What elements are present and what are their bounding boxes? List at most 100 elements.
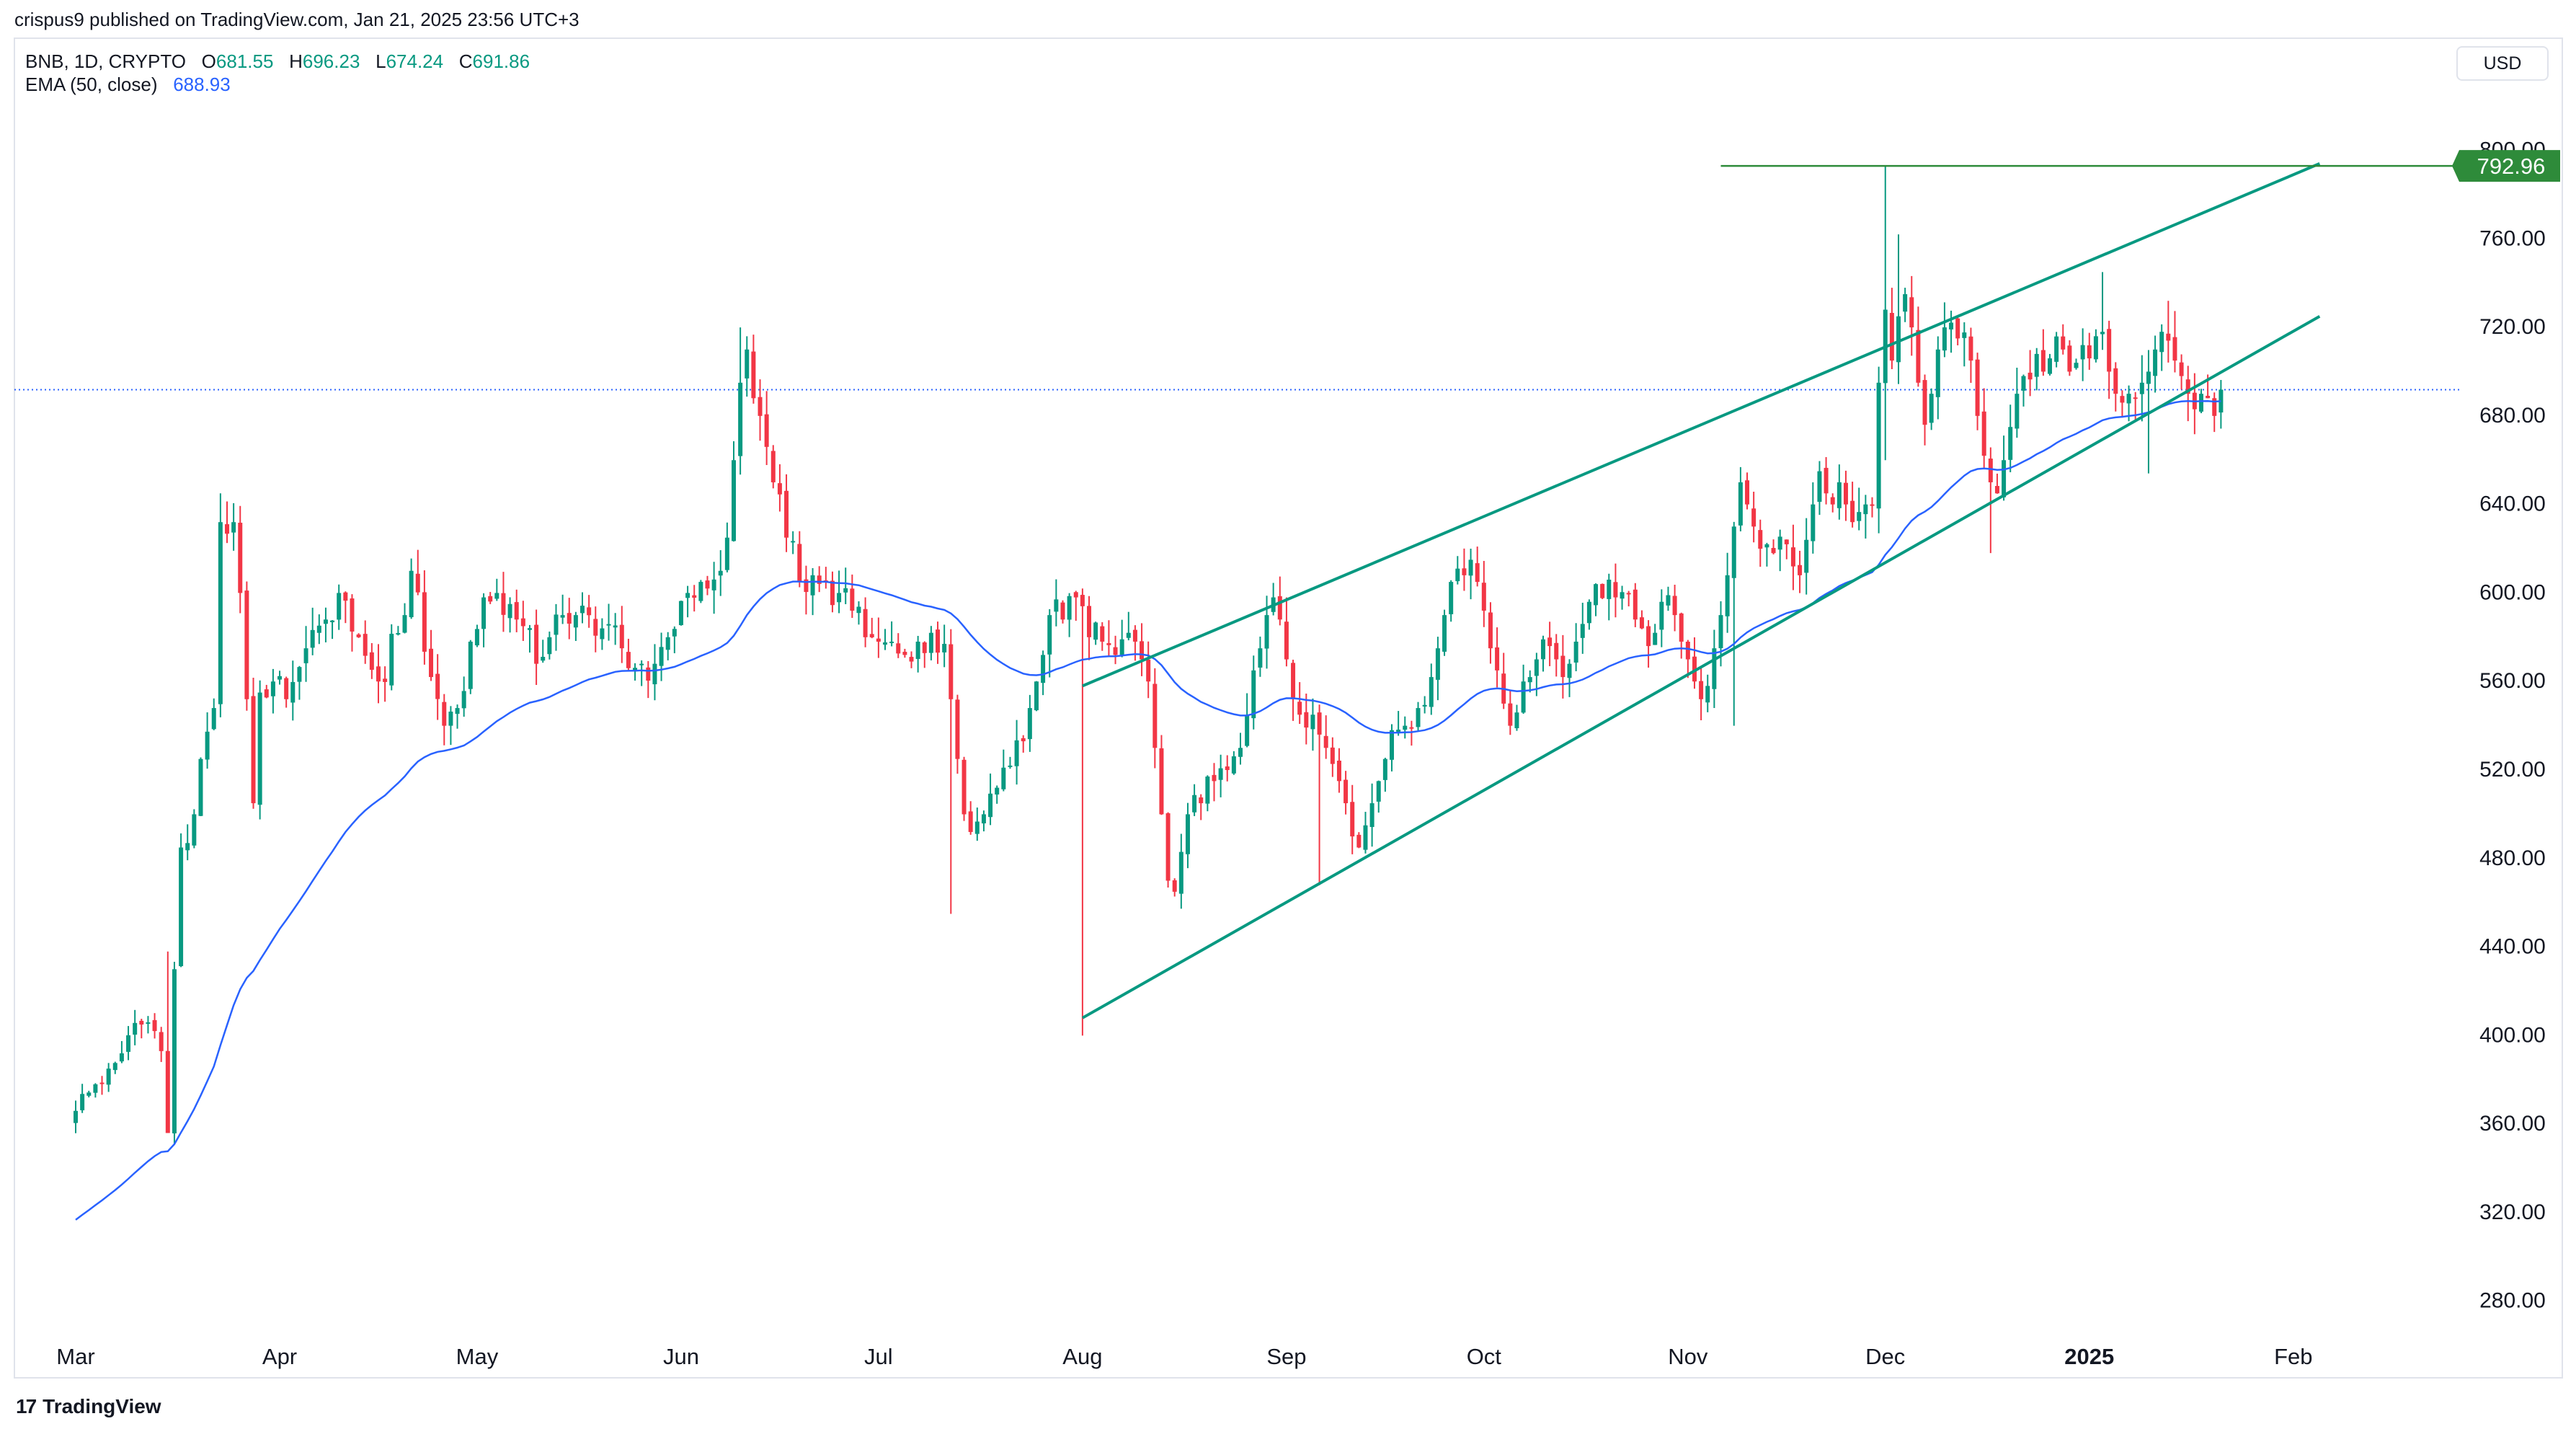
candle-body bbox=[527, 628, 532, 630]
candle-body bbox=[1336, 760, 1341, 782]
x-tick-label: Oct bbox=[1467, 1344, 1502, 1369]
candle-body bbox=[863, 609, 868, 637]
candle-body bbox=[1988, 459, 1993, 482]
candle-body bbox=[1001, 767, 1006, 789]
candle-body bbox=[2074, 363, 2079, 368]
candle-body bbox=[520, 618, 525, 627]
tradingview-brand: TradingView bbox=[43, 1395, 161, 1417]
x-tick-label: May bbox=[456, 1344, 499, 1369]
ema-label[interactable]: EMA (50, close) bbox=[25, 74, 158, 95]
candle-body bbox=[1468, 559, 1473, 576]
y-tick-label: 400.00 bbox=[2479, 1023, 2546, 1047]
candle-body bbox=[646, 667, 651, 681]
x-tick-label: Apr bbox=[262, 1344, 297, 1369]
candle-body bbox=[1811, 504, 1816, 541]
candle-body bbox=[1178, 851, 1183, 894]
candle-body bbox=[541, 657, 546, 661]
candle-body bbox=[1798, 565, 1803, 575]
currency-button[interactable]: USD bbox=[2456, 46, 2549, 81]
candle-body bbox=[534, 624, 539, 664]
ema-50-line bbox=[75, 399, 2221, 1221]
candle-body bbox=[1165, 813, 1171, 881]
candle-body bbox=[514, 602, 519, 620]
candle-body bbox=[284, 678, 289, 699]
candle-body bbox=[494, 593, 499, 599]
candle-body bbox=[968, 811, 973, 832]
candle-body bbox=[678, 601, 683, 626]
candle-body bbox=[442, 702, 447, 726]
candle-body bbox=[2028, 372, 2033, 380]
candle-body bbox=[1363, 825, 1368, 850]
candle-body bbox=[2126, 394, 2131, 404]
candle-body bbox=[896, 643, 901, 654]
candle-body bbox=[974, 821, 980, 834]
candle-body bbox=[2166, 333, 2171, 341]
candle-body bbox=[1804, 539, 1809, 573]
symbol-label[interactable]: BNB, 1D, CRYPTO bbox=[25, 50, 186, 72]
candle-body bbox=[488, 596, 493, 602]
candle-body bbox=[1534, 659, 1539, 676]
candle-body bbox=[1264, 615, 1269, 649]
candle-body bbox=[1093, 622, 1098, 640]
x-tick-label: Dec bbox=[1865, 1344, 1905, 1369]
candle-body bbox=[817, 575, 822, 584]
candle-body bbox=[1106, 643, 1111, 645]
candle-body bbox=[1403, 725, 1408, 730]
candle-body bbox=[1488, 612, 1493, 649]
candle-body bbox=[1909, 297, 1914, 328]
candle-body bbox=[165, 1050, 170, 1133]
candle-body bbox=[1429, 677, 1434, 707]
candle-body bbox=[1817, 471, 1822, 503]
candle-body bbox=[639, 663, 644, 665]
candle-body bbox=[1330, 747, 1335, 764]
tradingview-logo[interactable]: 17 TradingView bbox=[16, 1395, 161, 1418]
candle-body bbox=[1916, 329, 1921, 383]
candle-body bbox=[1113, 647, 1118, 655]
candle-body bbox=[1586, 601, 1591, 624]
candle-body bbox=[1449, 582, 1454, 614]
candle-body bbox=[1475, 563, 1480, 583]
candle-body bbox=[1705, 686, 1710, 703]
candle-body bbox=[422, 592, 427, 652]
y-tick-label: 520.00 bbox=[2479, 758, 2546, 782]
candle-body bbox=[409, 570, 414, 617]
candle-body bbox=[2021, 376, 2026, 391]
candle-body bbox=[2139, 382, 2144, 394]
tradingview-logo-icon: 17 bbox=[16, 1395, 37, 1417]
candle-body bbox=[2087, 345, 2092, 359]
candle-body bbox=[915, 641, 920, 659]
candle-body bbox=[80, 1094, 85, 1110]
y-tick-label: 560.00 bbox=[2479, 669, 2546, 693]
candle-body bbox=[1712, 648, 1717, 689]
candle-body bbox=[415, 573, 420, 593]
candle-body bbox=[1159, 748, 1164, 815]
candle-body bbox=[172, 969, 177, 1133]
candle-body bbox=[303, 648, 308, 663]
candle-body bbox=[1054, 599, 1059, 612]
candle-body bbox=[567, 613, 572, 624]
candle-body bbox=[2107, 329, 2112, 372]
candle-body bbox=[112, 1063, 117, 1071]
candle-body bbox=[698, 582, 703, 601]
candle-body bbox=[159, 1032, 164, 1051]
candle-body bbox=[1857, 512, 1862, 521]
candle-body bbox=[692, 595, 697, 598]
candle-body bbox=[554, 614, 559, 635]
candle-body bbox=[290, 681, 296, 703]
candle-body bbox=[1876, 382, 1881, 509]
candle-body bbox=[1356, 834, 1362, 848]
candle-body bbox=[665, 637, 670, 650]
candle-body bbox=[435, 673, 440, 699]
candle-body bbox=[1870, 504, 1875, 506]
candle-body bbox=[1369, 803, 1374, 828]
candle-body bbox=[376, 666, 381, 682]
candle-body bbox=[2159, 332, 2164, 353]
candle-body bbox=[626, 652, 631, 668]
candle-body bbox=[1192, 795, 1197, 813]
candle-body bbox=[764, 414, 769, 447]
candle-body bbox=[1067, 596, 1072, 620]
candle-body bbox=[1521, 681, 1526, 713]
candle-body bbox=[1350, 802, 1355, 837]
candle-body bbox=[988, 793, 993, 818]
